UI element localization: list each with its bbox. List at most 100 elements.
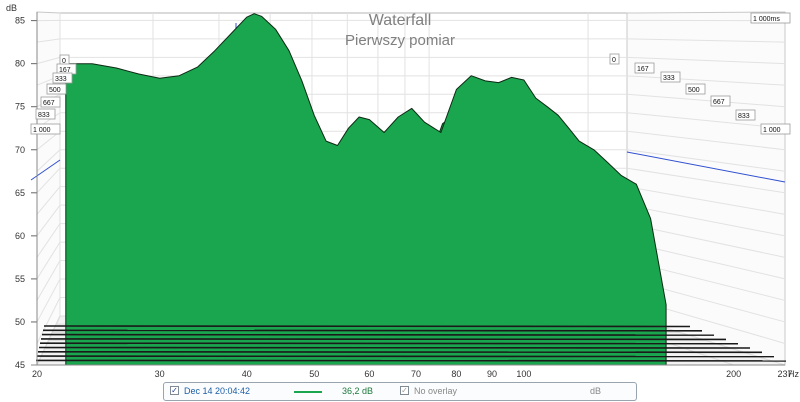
grid-line-db-right xyxy=(626,38,786,43)
time-label-box xyxy=(52,72,73,84)
grid-line-db-left xyxy=(36,260,61,301)
x-tick-label: 50 xyxy=(309,369,319,379)
time-label-text: 1 000ms xyxy=(753,16,780,23)
time-corner-label: 1 000ms xyxy=(750,12,791,24)
floor-band xyxy=(43,325,691,328)
y-tick-label: 70 xyxy=(15,145,25,155)
time-label-left: 1 000 xyxy=(30,123,61,135)
chart-subtitle: Pierwszy pomiar xyxy=(345,32,455,49)
time-label-text: 667 xyxy=(713,99,725,106)
time-label-box xyxy=(710,95,731,107)
x-tick-label: 80 xyxy=(451,369,461,379)
y-tick-label: 50 xyxy=(15,317,25,327)
grid-line-db-left xyxy=(36,56,61,65)
grid-line-db-left xyxy=(36,241,61,280)
y-tick-label: 75 xyxy=(15,102,25,112)
series-level: 36,2 dB xyxy=(342,386,374,396)
time-label-right: 500 xyxy=(685,83,706,95)
time-label-box xyxy=(30,123,61,135)
time-label-left: 333 xyxy=(52,72,73,84)
measurement-label[interactable]: Dec 14 20:04:42 xyxy=(184,386,251,396)
time-label-box xyxy=(35,108,56,120)
grid-line-db-right xyxy=(626,167,786,194)
time-label-text: 1 000 xyxy=(33,127,51,134)
waterfall-plot: dB 85 80 75 70 65 60 55 50 45 20 30 40 50 60 70 80 90 100 2… xyxy=(6,3,799,379)
time-label-text: 333 xyxy=(663,75,675,82)
grid-line-db-left xyxy=(36,297,61,344)
grid-line-db-right xyxy=(626,204,786,237)
time-label-text: 0 xyxy=(62,58,66,65)
time-label-box xyxy=(660,71,681,83)
time-label-text: 167 xyxy=(59,67,71,74)
x-tick-label: 70 xyxy=(411,369,421,379)
floor-band xyxy=(42,329,703,332)
y-tick-label: 45 xyxy=(15,360,25,370)
floor-band xyxy=(35,359,787,362)
time-label-text: 167 xyxy=(637,66,649,73)
legend-bar: ✓ Dec 14 20:04:42 36,2 dB ✓ No overlay d… xyxy=(163,382,637,401)
y-tick-label: 80 xyxy=(15,59,25,69)
time-label-text: 500 xyxy=(688,87,700,94)
time-label-right: 0 xyxy=(609,53,620,65)
time-label-right: 1 000 xyxy=(760,123,791,135)
floor-band xyxy=(36,355,775,358)
grid-line-db-right xyxy=(626,56,786,65)
measurement-checkbox[interactable]: ✓ xyxy=(170,386,179,395)
grid-line-db-left xyxy=(36,278,61,323)
time-label-left: 833 xyxy=(35,108,56,120)
time-label-text: 500 xyxy=(49,87,61,94)
grid-line-db-right xyxy=(626,223,786,258)
y-tick-label: 60 xyxy=(15,231,25,241)
time-label-right: 667 xyxy=(710,95,731,107)
grid-line-db-right xyxy=(626,130,786,151)
time-label-right: 333 xyxy=(660,71,681,83)
grid-line-db-right xyxy=(626,186,786,215)
floor-band xyxy=(38,346,751,349)
floor-band xyxy=(39,342,739,345)
y-unit-label: dB xyxy=(6,3,17,13)
time-label-box xyxy=(685,83,706,95)
y-tick-label: 85 xyxy=(15,16,25,26)
grid-line-db-right xyxy=(626,112,786,129)
cursor-line-right xyxy=(626,151,786,183)
x-tick-label: 100 xyxy=(516,369,531,379)
time-label-text: 0 xyxy=(612,57,616,64)
time-label-text: 1 000 xyxy=(763,127,781,134)
time-label-box xyxy=(634,62,655,74)
cursor-line-left xyxy=(30,159,61,181)
time-label-box xyxy=(40,96,61,108)
time-label-text: 333 xyxy=(55,76,67,83)
grid-line-db-right xyxy=(626,93,786,108)
overlay-label[interactable]: No overlay xyxy=(414,386,458,396)
y-tick-label: 65 xyxy=(15,188,25,198)
floor-band xyxy=(37,350,763,354)
grid-line-db-right xyxy=(626,75,786,86)
grid-line-db-left xyxy=(36,167,61,194)
time-label-box xyxy=(609,53,620,65)
y-tick-label: 55 xyxy=(15,274,25,284)
x-tick-label: 237 xyxy=(777,369,792,379)
time-label-box xyxy=(760,123,791,135)
time-label-right: 167 xyxy=(634,62,655,74)
grid-line-db-left xyxy=(36,149,61,172)
time-label-right: 833 xyxy=(735,109,756,121)
x-tick-label: 90 xyxy=(487,369,497,379)
time-label-left: 0 xyxy=(59,54,70,66)
time-label-left: 500 xyxy=(46,83,67,95)
time-label-box xyxy=(750,12,791,24)
overlay-unit: dB xyxy=(590,386,602,396)
x-tick-label: 200 xyxy=(726,369,741,379)
x-tick-label: 60 xyxy=(364,369,374,379)
grid-line-db-left xyxy=(36,223,61,258)
time-label-box xyxy=(46,83,67,95)
time-label-left: 667 xyxy=(40,96,61,108)
axes: dB 85 80 75 70 65 60 55 50 45 20 30 40 50 60 70 80 90 100 2… xyxy=(6,3,799,379)
grid-line-db-left xyxy=(36,186,61,215)
waterfall-slices xyxy=(65,13,667,366)
time-label-box xyxy=(735,109,756,121)
floor-bands xyxy=(35,325,787,362)
time-label-text: 667 xyxy=(43,100,55,107)
overlay-checkbox[interactable]: ✓ xyxy=(400,386,409,395)
series-swatch xyxy=(294,391,322,393)
